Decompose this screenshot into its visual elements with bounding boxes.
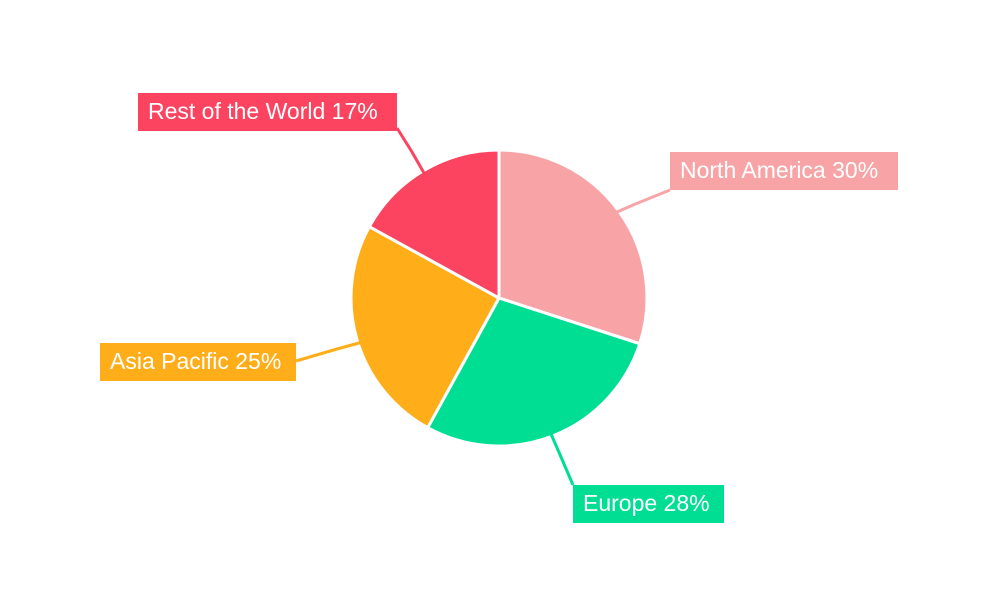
slice-label-europe[interactable]: Europe 28% — [573, 485, 724, 523]
label-text: Asia Pacific 25% — [110, 348, 281, 374]
label-background — [670, 152, 898, 190]
slice-label-asia-pacific[interactable]: Asia Pacific 25% — [100, 343, 296, 381]
label-background — [138, 93, 397, 131]
leader-line-rest-of-the-world — [395, 127, 426, 174]
pie-slice-europe[interactable] — [426, 296, 642, 448]
pie-slice-asia-pacific[interactable] — [349, 225, 501, 430]
leader-line-europe — [549, 433, 575, 486]
leader-lines-group — [295, 127, 671, 486]
leader-line-asia-pacific — [295, 338, 371, 363]
label-text: Europe 28% — [583, 490, 710, 516]
slice-label-rest-of-the-world[interactable]: Rest of the World 17% — [138, 93, 397, 131]
slice-label-north-america[interactable]: North America 30% — [670, 152, 898, 190]
slice-labels-group: North America 30% Europe 28% Asia Pacific … — [100, 93, 898, 523]
label-background — [573, 485, 724, 523]
leader-line-north-america — [616, 188, 671, 214]
label-text: North America 30% — [680, 157, 878, 183]
label-background — [100, 343, 296, 381]
pie-wedges-group — [349, 148, 649, 448]
label-text: Rest of the World 17% — [148, 98, 378, 124]
